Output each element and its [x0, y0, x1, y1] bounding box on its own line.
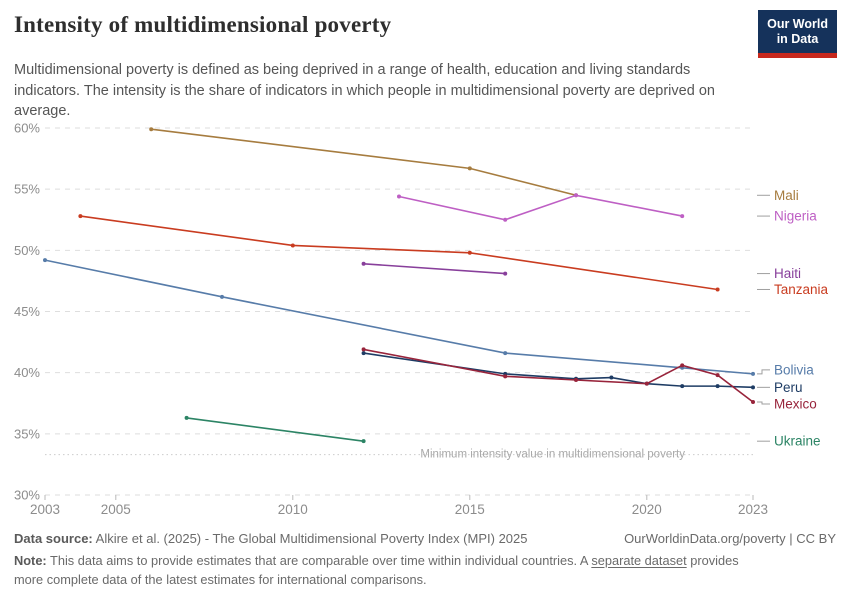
data-point[interactable]	[503, 351, 508, 356]
data-point[interactable]	[680, 384, 685, 389]
data-point[interactable]	[574, 378, 578, 383]
data-point[interactable]	[644, 381, 649, 386]
data-point[interactable]	[715, 373, 720, 378]
y-tick-label: 30%	[14, 488, 40, 503]
series-mali[interactable]: Mali	[149, 127, 799, 203]
line-chart: 30% 35% 40% 45% 50% 55% 60% 2003 2005 2010 2015 202…	[14, 121, 829, 518]
data-point[interactable]	[397, 194, 401, 199]
data-point[interactable]	[503, 271, 508, 276]
data-source-text: Alkire et al. (2025) - The Global Multid…	[92, 531, 528, 546]
note-text-after: provides more complete data of the lates…	[14, 553, 739, 587]
data-point[interactable]	[361, 261, 366, 266]
series-ukraine[interactable]: Ukraine	[184, 415, 821, 449]
series-line[interactable]	[363, 352, 754, 389]
series-line[interactable]	[151, 128, 577, 197]
data-point[interactable]	[361, 347, 366, 352]
series-line[interactable]	[398, 194, 683, 221]
x-tick-label: 2015	[455, 502, 485, 517]
data-point[interactable]	[184, 415, 189, 420]
y-tick-label: 40%	[14, 365, 40, 380]
data-point[interactable]	[149, 127, 154, 132]
data-point[interactable]	[609, 375, 614, 380]
data-point[interactable]	[78, 214, 83, 219]
entity-label[interactable]: Mexico	[774, 397, 817, 412]
y-tick-label: 55%	[14, 182, 40, 197]
chart-footer: Data source: Alkire et al. (2025) - The …	[14, 531, 836, 546]
note-text-before: This data aims to provide estimates that…	[46, 553, 592, 568]
minimum-line-label: Minimum intensity value in multidimensio…	[420, 449, 685, 461]
y-tick-label: 45%	[14, 304, 40, 319]
data-point[interactable]	[361, 351, 366, 356]
data-point[interactable]	[43, 258, 47, 263]
entity-label[interactable]: Ukraine	[774, 434, 821, 449]
data-point[interactable]	[680, 214, 685, 219]
series-line[interactable]	[80, 215, 718, 291]
entity-label[interactable]: Haiti	[774, 266, 801, 281]
y-tick-label: 60%	[14, 121, 40, 136]
x-tick-label: 2005	[101, 502, 131, 517]
page-title: Intensity of multidimensional poverty	[14, 12, 392, 37]
series-line[interactable]	[363, 262, 506, 275]
y-tick-label: 35%	[14, 426, 40, 441]
data-point[interactable]	[220, 294, 224, 299]
series-mexico[interactable]: Mexico	[361, 347, 817, 412]
note-label: Note:	[14, 553, 47, 568]
data-point[interactable]	[574, 193, 578, 198]
entity-label[interactable]: Peru	[774, 380, 803, 395]
data-point[interactable]	[467, 250, 472, 255]
data-point[interactable]	[751, 371, 755, 376]
x-tick-label: 2003	[30, 502, 60, 517]
data-point[interactable]	[751, 400, 755, 405]
entity-label[interactable]: Nigeria	[774, 209, 817, 224]
entity-label[interactable]: Tanzania	[774, 282, 829, 297]
series-tanzania[interactable]: Tanzania	[78, 214, 829, 297]
entity-label[interactable]: Bolivia	[774, 362, 814, 377]
owid-logo[interactable]: Our World in Data	[758, 10, 837, 58]
chart-note: Note: This data aims to provide estimate…	[14, 552, 759, 589]
separate-dataset-link[interactable]: separate dataset	[591, 553, 687, 568]
data-point[interactable]	[290, 243, 295, 248]
entity-label[interactable]: Mali	[774, 188, 799, 203]
data-point[interactable]	[503, 217, 508, 222]
owid-logo-line1: Our World	[767, 17, 828, 31]
data-point[interactable]	[503, 374, 508, 379]
series-bolivia[interactable]: Bolivia	[43, 258, 814, 377]
x-tick-label: 2023	[738, 502, 768, 517]
data-point[interactable]	[361, 439, 366, 444]
series-line[interactable]	[186, 417, 364, 442]
label-connector	[757, 369, 770, 375]
data-source: Data source: Alkire et al. (2025) - The …	[14, 531, 528, 546]
attribution-link[interactable]: OurWorldinData.org/poverty | CC BY	[624, 531, 836, 546]
data-source-label: Data source:	[14, 531, 93, 546]
x-tick-label: 2010	[278, 502, 308, 517]
series-nigeria[interactable]: Nigeria	[397, 193, 817, 224]
chart-subtitle: Multidimensional poverty is defined as b…	[14, 62, 715, 120]
data-point[interactable]	[715, 287, 720, 292]
data-point[interactable]	[751, 385, 755, 390]
y-tick-label: 50%	[14, 243, 40, 258]
data-point[interactable]	[715, 384, 720, 389]
series-haiti[interactable]: Haiti	[361, 261, 801, 281]
owid-logo-line2: in Data	[776, 32, 819, 47]
data-point[interactable]	[467, 166, 472, 171]
label-connector	[757, 401, 770, 405]
x-tick-label: 2020	[632, 502, 662, 517]
data-point[interactable]	[680, 363, 685, 368]
